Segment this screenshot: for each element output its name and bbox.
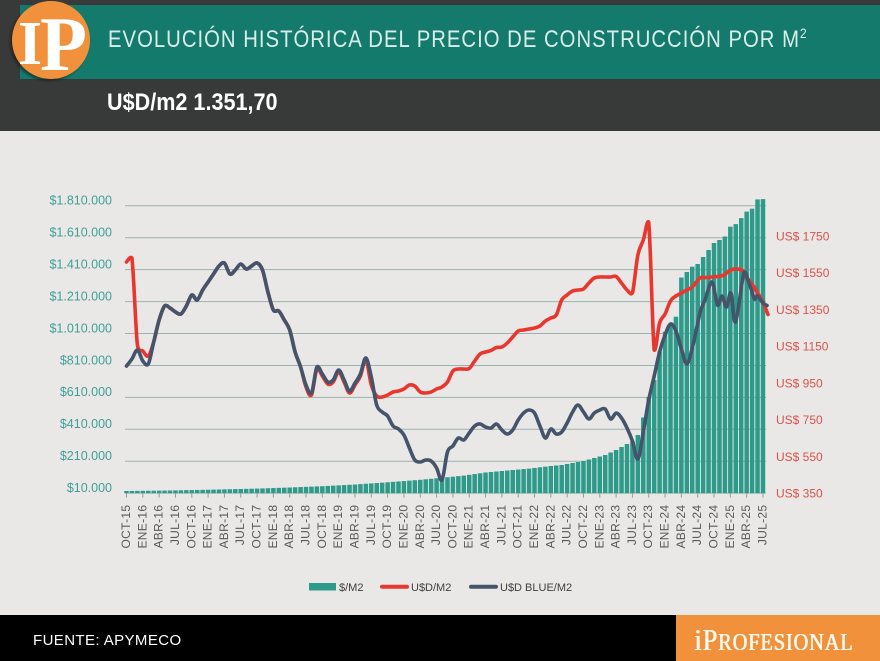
svg-text:US$ 1550: US$ 1550 — [776, 266, 830, 280]
svg-text:ABR-21: ABR-21 — [478, 505, 492, 549]
svg-text:JUL-16: JUL-16 — [168, 505, 182, 546]
svg-text:JUL-17: JUL-17 — [233, 505, 247, 546]
svg-text:ABR-19: ABR-19 — [347, 505, 361, 549]
svg-text:US$ 1150: US$ 1150 — [776, 340, 829, 354]
svg-text:ABR-16: ABR-16 — [152, 505, 166, 549]
svg-text:ENE-20: ENE-20 — [396, 505, 410, 549]
svg-text:ENE-22: ENE-22 — [527, 505, 541, 549]
svg-text:ENE-24: ENE-24 — [658, 505, 672, 549]
svg-text:OCT-15: OCT-15 — [119, 505, 133, 549]
svg-text:JUL-20: JUL-20 — [429, 505, 443, 546]
svg-text:OCT-17: OCT-17 — [250, 505, 264, 549]
svg-text:US$ 550: US$ 550 — [776, 450, 823, 464]
svg-text:US$ 950: US$ 950 — [776, 376, 823, 390]
svg-text:$1.810.000: $1.810.000 — [49, 194, 112, 208]
svg-text:$10.000: $10.000 — [67, 481, 112, 495]
svg-text:JUL-24: JUL-24 — [690, 505, 704, 546]
svg-text:OCT-20: OCT-20 — [445, 505, 459, 549]
svg-text:ABR-24: ABR-24 — [674, 505, 688, 549]
svg-text:JUL-18: JUL-18 — [299, 505, 313, 546]
svg-text:$210.000: $210.000 — [60, 449, 112, 463]
svg-text:OCT-23: OCT-23 — [641, 505, 655, 549]
svg-text:$1.410.000: $1.410.000 — [49, 257, 112, 271]
svg-text:OCT-16: OCT-16 — [184, 505, 198, 549]
svg-text:$810.000: $810.000 — [60, 353, 112, 367]
svg-text:US$ 1350: US$ 1350 — [776, 303, 830, 317]
svg-text:ENE-25: ENE-25 — [723, 505, 737, 549]
svg-text:ENE-17: ENE-17 — [201, 505, 215, 549]
svg-text:ENE-19: ENE-19 — [331, 505, 345, 549]
svg-text:US$ 1750: US$ 1750 — [776, 229, 830, 243]
svg-text:OCT-19: OCT-19 — [380, 505, 394, 549]
svg-text:JUL-23: JUL-23 — [625, 505, 639, 546]
svg-text:OCT-21: OCT-21 — [511, 505, 525, 549]
svg-text:ENE-16: ENE-16 — [135, 505, 149, 549]
svg-text:ENE-23: ENE-23 — [592, 505, 606, 549]
svg-text:US$ 350: US$ 350 — [776, 487, 823, 501]
svg-text:ABR-18: ABR-18 — [282, 505, 296, 549]
svg-text:$1.210.000: $1.210.000 — [49, 289, 112, 303]
svg-text:US$ 750: US$ 750 — [776, 413, 823, 427]
svg-text:ABR-22: ABR-22 — [543, 505, 557, 549]
svg-text:$410.000: $410.000 — [60, 417, 112, 431]
svg-text:JUL-25: JUL-25 — [755, 505, 769, 546]
svg-text:ABR-17: ABR-17 — [217, 505, 231, 549]
svg-text:ABR-20: ABR-20 — [413, 505, 427, 549]
svg-text:JUL-19: JUL-19 — [364, 505, 378, 546]
svg-text:OCT-22: OCT-22 — [576, 505, 590, 549]
svg-text:U$D BLUE/M2: U$D BLUE/M2 — [500, 582, 572, 594]
svg-text:JUL-21: JUL-21 — [494, 505, 508, 546]
svg-text:U$D/M2: U$D/M2 — [411, 582, 451, 594]
svg-text:$1.010.000: $1.010.000 — [49, 321, 112, 335]
svg-text:ENE-21: ENE-21 — [462, 505, 476, 549]
svg-text:$/M2: $/M2 — [339, 582, 363, 594]
svg-text:ENE-18: ENE-18 — [266, 505, 280, 549]
svg-text:OCT-24: OCT-24 — [707, 505, 721, 549]
svg-text:$1.610.000: $1.610.000 — [49, 226, 112, 240]
svg-text:$610.000: $610.000 — [60, 385, 112, 399]
svg-text:OCT-18: OCT-18 — [315, 505, 329, 549]
svg-text:JUL-22: JUL-22 — [560, 505, 574, 546]
svg-text:ABR-23: ABR-23 — [609, 505, 623, 549]
svg-text:ABR-25: ABR-25 — [739, 505, 753, 549]
